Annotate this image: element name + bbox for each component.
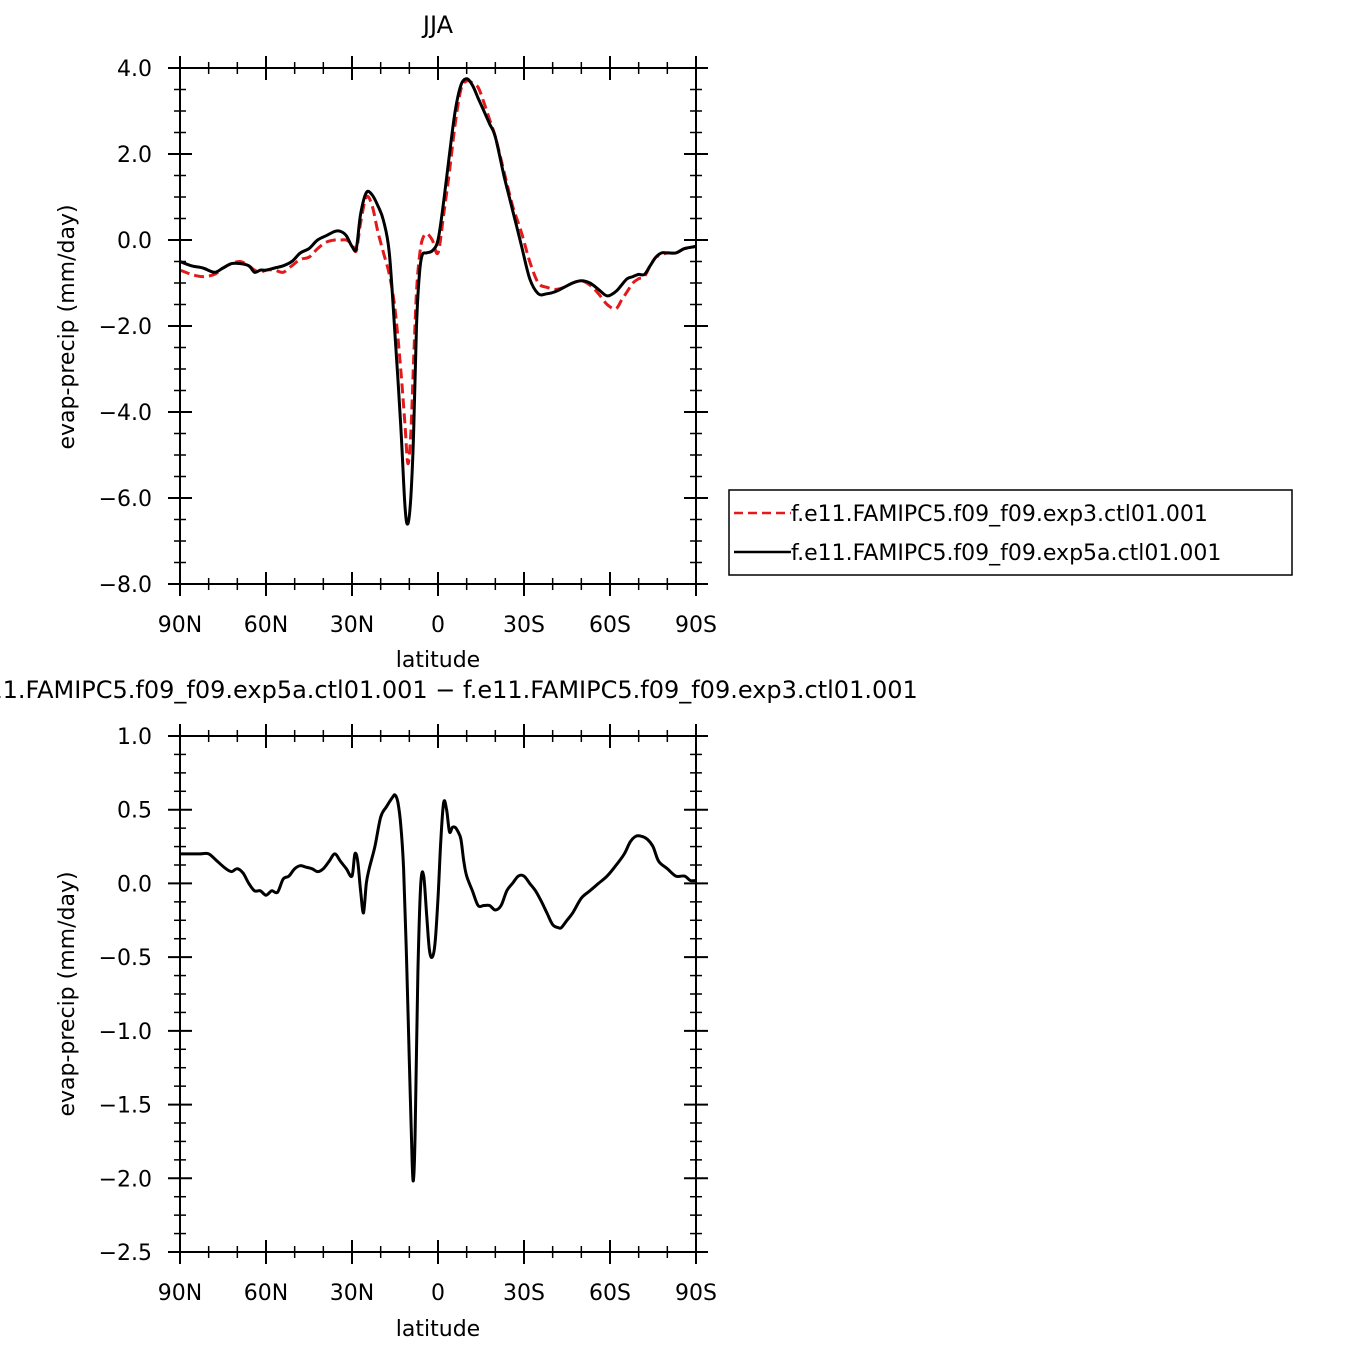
bottom-chart-y-tick-label: 1.0 xyxy=(117,725,152,750)
bottom-chart-y-axis-label: evap-precip (mm/day) xyxy=(55,871,80,1116)
top-chart-y-tick-label: −8.0 xyxy=(99,573,152,598)
top-chart-series-line-exp3 xyxy=(179,79,697,466)
legend-box xyxy=(728,489,1293,576)
top-chart-y-tick-label: 0.0 xyxy=(117,229,152,254)
bottom-chart-axes: 90N 60N 30N 0 30S 60S 90S 1.0 0.5 0.0 −0.5 −1.0 −1.5… xyxy=(99,724,717,1306)
bottom-chart-y-tick-label: −2.0 xyxy=(99,1167,152,1192)
bottom-chart-y-tick-label: −0.5 xyxy=(99,946,152,971)
legend-label-exp3: f.e11.FAMIPC5.f09_f09.exp3.ctl01.001 xyxy=(791,502,1208,527)
top-chart-x-tick-label: 30N xyxy=(330,613,374,638)
top-chart-y-axis-label: evap-precip (mm/day) xyxy=(55,204,80,449)
top-chart-x-tick-label: 60S xyxy=(589,613,631,638)
bottom-chart-series xyxy=(180,793,697,1183)
bottom-chart-x-tick-label: 60S xyxy=(589,1281,631,1306)
top-chart-axes: 90N 60N 30N 0 30S 60S 90S 4.0 2.0 0.0 −2.0 −4.0 −6.0… xyxy=(99,56,717,638)
top-chart-x-tick-label: 90N xyxy=(158,613,202,638)
top-chart-y-tick-label: −6.0 xyxy=(99,487,152,512)
top-chart-x-tick-label: 60N xyxy=(244,613,288,638)
bottom-chart-x-tick-label: 30N xyxy=(330,1281,374,1306)
bottom-chart-y-tick-label: −2.5 xyxy=(99,1241,152,1266)
top-chart-x-tick-label: 90S xyxy=(675,613,717,638)
bottom-chart-y-tick-label: 0.0 xyxy=(117,872,152,897)
top-chart-series-line-exp5a xyxy=(179,77,697,526)
top-chart-title: JJA xyxy=(421,11,454,39)
bottom-chart-y-tick-label: −1.5 xyxy=(99,1094,152,1119)
top-chart-y-tick-label: 4.0 xyxy=(117,57,152,82)
top-chart-x-tick-label: 30S xyxy=(503,613,545,638)
bottom-chart-x-tick-label: 60N xyxy=(244,1281,288,1306)
bottom-chart-y-tick-label: −1.0 xyxy=(99,1020,152,1045)
bottom-chart-panel: f.e11.FAMIPC5.f09_f09.exp5a.ctl01.001 − … xyxy=(0,676,918,1342)
top-chart-x-tick-label: 0 xyxy=(431,613,445,638)
bottom-chart-frame xyxy=(179,735,697,1253)
legend-label-exp5a: f.e11.FAMIPC5.f09_f09.exp5a.ctl01.001 xyxy=(791,541,1221,566)
bottom-chart-x-axis-label: latitude xyxy=(396,1317,480,1342)
bottom-chart-x-tick-label: 90S xyxy=(675,1281,717,1306)
top-chart-legend: f.e11.FAMIPC5.f09_f09.exp3.ctl01.001 f.e… xyxy=(728,489,1293,576)
top-chart-y-tick-label: −4.0 xyxy=(99,401,152,426)
bottom-chart-x-tick-label: 0 xyxy=(431,1281,445,1306)
bottom-chart-series-line-difference xyxy=(180,793,697,1183)
bottom-chart-y-tick-label: 0.5 xyxy=(117,799,152,824)
top-chart-y-tick-label: 2.0 xyxy=(117,143,152,168)
bottom-chart-x-tick-label: 90N xyxy=(158,1281,202,1306)
bottom-chart-x-tick-label: 30S xyxy=(503,1281,545,1306)
top-chart-frame xyxy=(179,67,697,585)
top-chart-y-tick-label: −2.0 xyxy=(99,315,152,340)
bottom-chart-title: f.e11.FAMIPC5.f09_f09.exp5a.ctl01.001 − … xyxy=(0,676,918,704)
top-chart-x-axis-label: latitude xyxy=(396,648,480,673)
top-chart-panel: JJA evap-precip (mm/day) latitude 90N 60N… xyxy=(55,11,717,673)
top-chart-series xyxy=(179,77,697,526)
